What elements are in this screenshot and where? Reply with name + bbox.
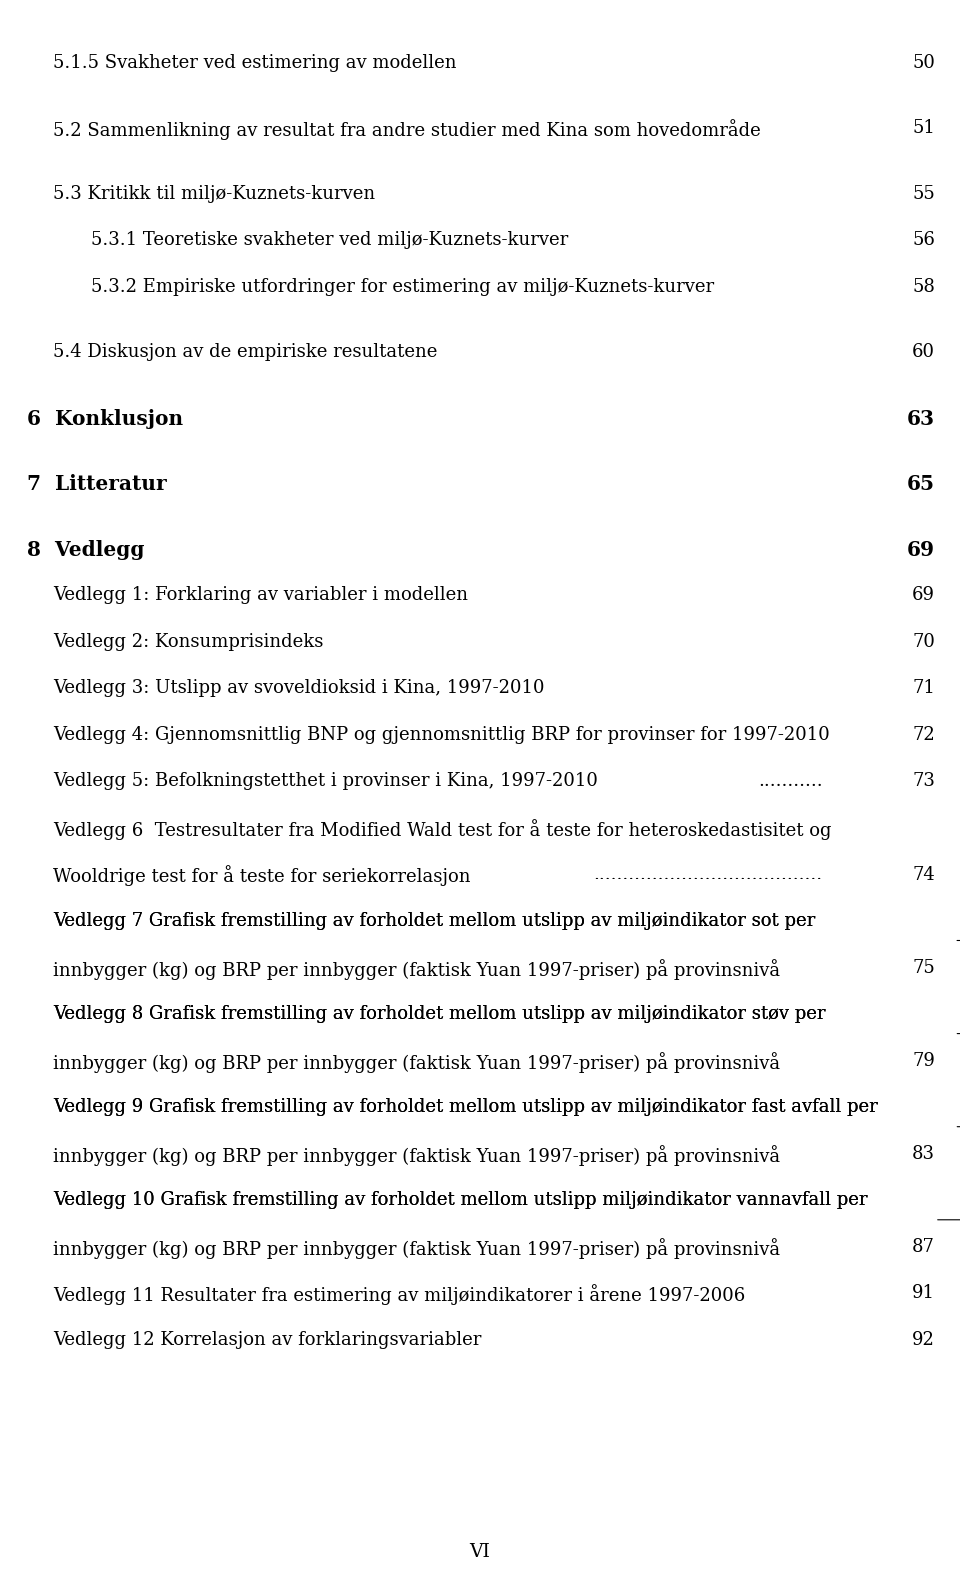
Text: 60: 60: [912, 344, 935, 361]
Text: Vedlegg 10 Grafisk fremstilling av forholdet mellom utslipp miljøindikator vanna: Vedlegg 10 Grafisk fremstilling av forho…: [53, 1191, 867, 1209]
Text: 87: 87: [912, 1237, 935, 1256]
Text: Vedlegg 7 Grafisk fremstilling av forholdet mellom utslipp av miljøindikator sot: Vedlegg 7 Grafisk fremstilling av forhol…: [53, 912, 815, 929]
Text: 56: 56: [912, 230, 935, 249]
Text: Vedlegg 6  Testresultater fra Modified Wald test for å teste for heteroskedastis: Vedlegg 6 Testresultater fra Modified Wa…: [53, 819, 831, 839]
Text: 70: 70: [912, 633, 935, 650]
Text: innbygger (kg) og BRP per innbygger (faktisk Yuan 1997-priser) på provinsnivå: innbygger (kg) og BRP per innbygger (fak…: [53, 1051, 780, 1073]
Text: 69: 69: [912, 585, 935, 604]
Text: ................................................................................: ........................................…: [708, 230, 960, 249]
Text: ................................................................................: ........................................…: [180, 540, 960, 560]
Text: 72: 72: [912, 726, 935, 743]
Text: ................................................................................: ........................................…: [470, 185, 960, 202]
Text: Vedlegg 9 Grafisk fremstilling av forholdet mellom utslipp av miljøindikator fas: Vedlegg 9 Grafisk fremstilling av forhol…: [53, 1098, 877, 1116]
Text: 71: 71: [912, 679, 935, 697]
Text: 5.2 Sammenlikning av resultat fra andre studier med Kina som hovedområde: 5.2 Sammenlikning av resultat fra andre …: [53, 120, 760, 140]
Text: 5.1.5 Svakheter ved estimering av modellen: 5.1.5 Svakheter ved estimering av modell…: [53, 54, 456, 71]
Text: 65: 65: [907, 473, 935, 494]
Text: ................................................................................: ........................................…: [403, 633, 960, 650]
Text: ................................................................................: ........................................…: [230, 409, 960, 429]
Text: 83: 83: [912, 1144, 935, 1163]
Text: ................................................................................: ........................................…: [593, 865, 960, 884]
Text: VI: VI: [469, 1543, 491, 1561]
Text: Vedlegg 2: Konsumprisindeks: Vedlegg 2: Konsumprisindeks: [53, 633, 324, 650]
Text: 75: 75: [912, 958, 935, 977]
Text: 5.3 Kritikk til miljø-Kuznets-kurven: 5.3 Kritikk til miljø-Kuznets-kurven: [53, 185, 375, 202]
Text: 73: 73: [912, 772, 935, 791]
Text: 58: 58: [912, 278, 935, 295]
Text: 5.3.2 Empiriske utfordringer for estimering av miljø-Kuznets-kurver: 5.3.2 Empiriske utfordringer for estimer…: [91, 278, 714, 295]
Text: ................................................................................: ........................................…: [757, 772, 960, 791]
Text: 74: 74: [912, 865, 935, 884]
Text: ................................................................................: ........................................…: [209, 473, 960, 494]
Text: Vedlegg 7 Grafisk fremstilling av forholdet mellom utslipp av miljøindikator sot: Vedlegg 7 Grafisk fremstilling av forhol…: [53, 912, 815, 929]
Text: 92: 92: [912, 1330, 935, 1349]
Text: innbygger (kg) og BRP per innbygger (faktisk Yuan 1997-priser) på provinsnivå: innbygger (kg) og BRP per innbygger (fak…: [53, 958, 780, 980]
Text: 6  Konklusjon: 6 Konklusjon: [27, 409, 183, 429]
Text: ................................................................................: ........................................…: [590, 585, 960, 604]
Text: 50: 50: [912, 54, 935, 71]
Text: Vedlegg 4: Gjennomsnittlig BNP og gjennomsnittlig BRP for provinser for 1997-201: Vedlegg 4: Gjennomsnittlig BNP og gjenno…: [53, 726, 829, 743]
Text: 69: 69: [907, 540, 935, 560]
Text: Vedlegg 9 Grafisk fremstilling av forholdet mellom utslipp av miljøindikator fas: Vedlegg 9 Grafisk fremstilling av forhol…: [53, 1098, 877, 1116]
Text: 63: 63: [907, 409, 935, 429]
Text: Vedlegg 5: Befolkningstetthet i provinser i Kina, 1997-2010: Vedlegg 5: Befolkningstetthet i provinse…: [53, 772, 598, 791]
Text: 5.3.1 Teoretiske svakheter ved miljø-Kuznets-kurver: 5.3.1 Teoretiske svakheter ved miljø-Kuz…: [91, 230, 568, 249]
Text: Wooldrige test for å teste for seriekorrelasjon: Wooldrige test for å teste for seriekorr…: [53, 865, 470, 887]
Text: 79: 79: [912, 1051, 935, 1070]
Text: Vedlegg 1: Forklaring av variabler i modellen: Vedlegg 1: Forklaring av variabler i mod…: [53, 585, 468, 604]
Text: Vedlegg 11 Resultater fra estimering av miljøindikatorer i årene 1997-2006: Vedlegg 11 Resultater fra estimering av …: [53, 1284, 745, 1305]
Text: Vedlegg 12 Korrelasjon av forklaringsvariabler: Vedlegg 12 Korrelasjon av forklaringsvar…: [53, 1330, 481, 1349]
Text: innbygger (kg) og BRP per innbygger (faktisk Yuan 1997-priser) på provinsnivå: innbygger (kg) og BRP per innbygger (fak…: [53, 1237, 780, 1259]
Text: 8  Vedlegg: 8 Vedlegg: [27, 540, 144, 560]
Text: Vedlegg 10 Grafisk fremstilling av forholdet mellom utslipp miljøindikator vanna: Vedlegg 10 Grafisk fremstilling av forho…: [53, 1191, 867, 1209]
Text: Vedlegg 8 Grafisk fremstilling av forholdet mellom utslipp av miljøindikator stø: Vedlegg 8 Grafisk fremstilling av forhol…: [53, 1005, 826, 1023]
Text: 5.4 Diskusjon av de empiriske resultatene: 5.4 Diskusjon av de empiriske resultaten…: [53, 344, 437, 361]
Text: ................................................................................: ........................................…: [898, 278, 960, 295]
Text: ................................................................................: ........................................…: [551, 344, 960, 361]
Text: 91: 91: [912, 1284, 935, 1302]
Text: ................................................................................: ........................................…: [608, 1330, 960, 1349]
Text: 51: 51: [912, 120, 935, 137]
Text: ................................................................................: ........................................…: [948, 1284, 960, 1302]
Text: ................................................................................: ........................................…: [575, 54, 960, 71]
Text: Vedlegg 8 Grafisk fremstilling av forholdet mellom utslipp av miljøindikator stø: Vedlegg 8 Grafisk fremstilling av forhol…: [53, 1005, 826, 1023]
Text: 55: 55: [912, 185, 935, 202]
Text: Vedlegg 3: Utslipp av svoveldioksid i Kina, 1997-2010: Vedlegg 3: Utslipp av svoveldioksid i Ki…: [53, 679, 544, 697]
Text: 7  Litteratur: 7 Litteratur: [27, 473, 166, 494]
Text: ................................................................................: ........................................…: [689, 679, 960, 697]
Text: innbygger (kg) og BRP per innbygger (faktisk Yuan 1997-priser) på provinsnivå: innbygger (kg) og BRP per innbygger (fak…: [53, 1144, 780, 1166]
